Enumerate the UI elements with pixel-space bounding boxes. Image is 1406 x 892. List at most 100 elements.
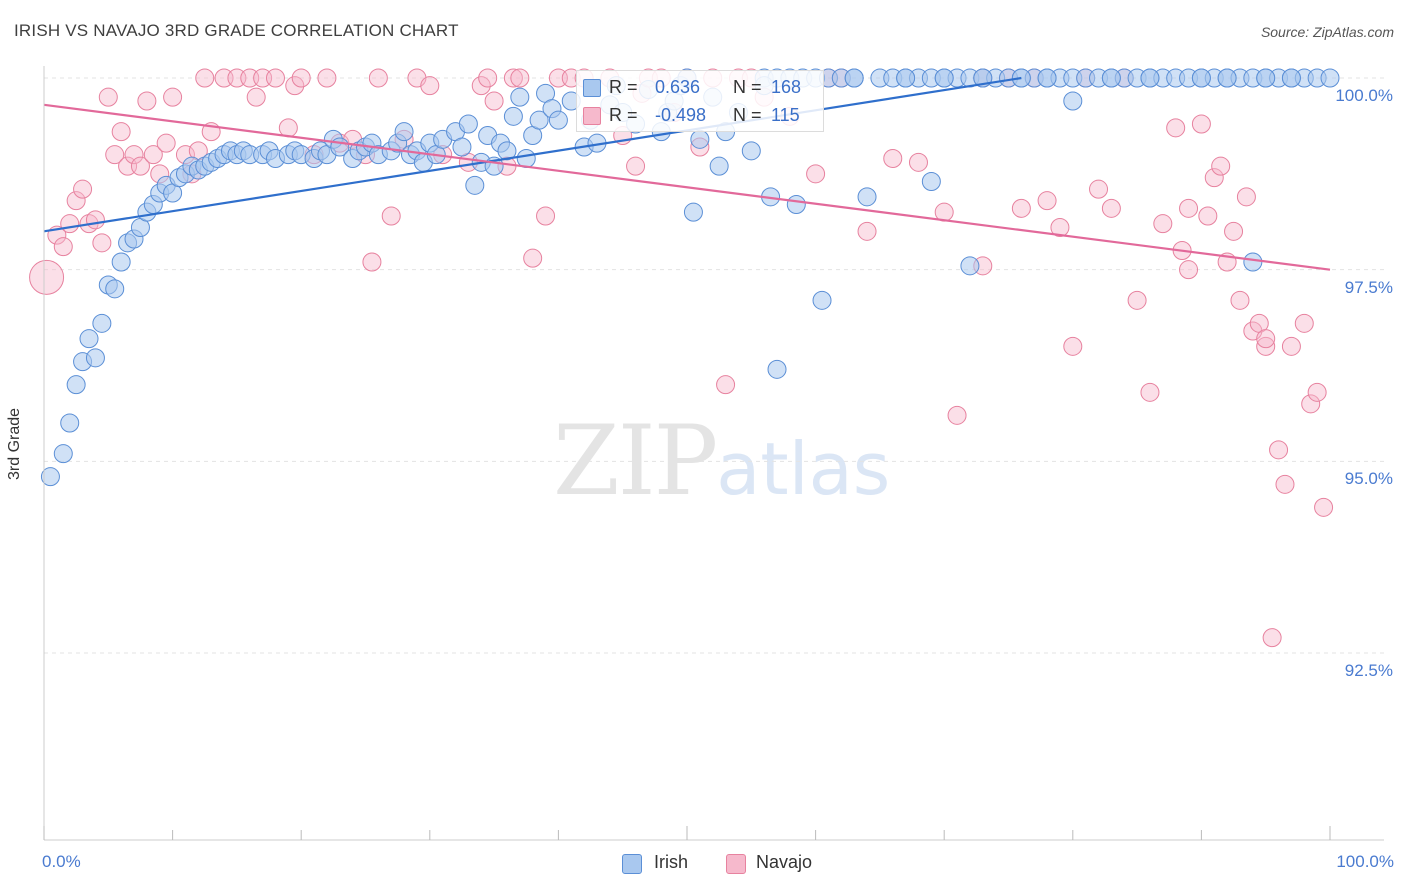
navajo-point — [1301, 394, 1321, 414]
irish-point — [1063, 91, 1083, 111]
navajo-point — [471, 76, 491, 96]
navajo-point — [716, 375, 736, 395]
navajo-point — [163, 87, 183, 107]
irish-point — [786, 195, 806, 214]
navajo-point — [1089, 179, 1109, 199]
navajo-point — [381, 206, 401, 226]
navajo-point — [883, 149, 903, 168]
navajo-point — [503, 68, 523, 88]
irish-point — [105, 279, 125, 299]
navajo-point — [60, 214, 80, 234]
irish-point — [960, 256, 980, 276]
irish-point — [510, 87, 530, 107]
navajo-point — [484, 91, 504, 111]
legend-n-label: N = — [733, 105, 762, 125]
legend-label-navajo: Navajo — [756, 852, 813, 872]
legend-r-value-navajo: -0.498 — [655, 105, 707, 125]
navajo-point — [124, 145, 144, 165]
navajo-point — [66, 191, 86, 211]
navajo-point — [1179, 260, 1199, 280]
navajo-point — [362, 252, 382, 272]
irish-point — [458, 114, 478, 134]
navajo-point — [53, 237, 73, 257]
navajo-point — [510, 68, 530, 88]
irish-point — [92, 313, 112, 333]
irish-point — [465, 175, 485, 195]
irish-point — [741, 141, 761, 161]
irish-point — [896, 68, 916, 88]
navajo-point — [1256, 329, 1276, 349]
source-credit: Source: ZipAtlas.com — [1260, 24, 1394, 40]
irish-point — [394, 122, 414, 142]
navajo-point — [1127, 290, 1147, 310]
navajo-point — [98, 87, 118, 107]
irish-point — [1256, 68, 1276, 88]
navajo-point — [1314, 497, 1334, 517]
legend-r-label: R = — [609, 77, 638, 97]
navajo-point — [523, 248, 543, 268]
navajo-point — [420, 76, 440, 96]
navajo-point — [1230, 290, 1250, 310]
navajo-point — [1262, 628, 1282, 648]
navajo-point — [1275, 474, 1295, 494]
navajo-point — [1153, 214, 1173, 234]
navajo-point — [143, 145, 163, 165]
y-tick-label: 100.0% — [1335, 86, 1393, 105]
y-tick-label: 97.5% — [1344, 277, 1393, 297]
axes — [43, 66, 1384, 841]
navajo-point — [105, 145, 125, 165]
y-axis-label: 3rd Grade — [6, 407, 23, 480]
navajo-point — [1198, 206, 1218, 226]
navajo-point — [317, 68, 337, 88]
watermark-atlas: atlas — [716, 427, 891, 511]
irish-point — [844, 68, 864, 88]
legend-r-label: R = — [609, 105, 638, 125]
irish-point — [683, 202, 703, 222]
navajo-point — [85, 210, 105, 230]
chart-title: IRISH VS NAVAJO 3RD GRADE CORRELATION CH… — [14, 21, 459, 40]
navajo-point — [1211, 156, 1231, 176]
navajo-point — [130, 156, 150, 176]
trend-lines — [43, 76, 1331, 271]
irish-point — [1140, 68, 1160, 88]
navajo-point — [1269, 440, 1289, 460]
navajo-point — [536, 206, 556, 226]
navajo-point — [1063, 336, 1083, 356]
legend-row-irish: R = 0.636 N = 168 — [577, 75, 823, 103]
irish-point — [690, 129, 710, 149]
navajo-trend-line — [43, 103, 1331, 271]
irish-point — [1320, 68, 1340, 88]
irish-point — [812, 290, 832, 310]
irish-point — [66, 375, 86, 395]
navajo-point — [1050, 218, 1070, 237]
irish-point — [709, 156, 729, 176]
navajo-point — [1224, 221, 1244, 241]
irish-point — [548, 110, 568, 130]
navajo-point — [1011, 198, 1031, 218]
navajo-point — [278, 118, 298, 138]
legend-label-irish: Irish — [654, 852, 689, 872]
navajo-point — [137, 91, 157, 111]
irish-point — [85, 348, 105, 368]
navajo-point — [92, 233, 112, 253]
irish-point — [452, 137, 472, 157]
navajo-point — [1204, 168, 1224, 188]
legend-swatch-navajo — [726, 854, 746, 874]
navajo-point — [29, 259, 65, 295]
irish-point — [60, 413, 80, 433]
legend-n-value-irish: 168 — [771, 77, 802, 97]
irish-trend-line — [43, 76, 1022, 233]
y-tick-label: 95.0% — [1344, 469, 1393, 489]
x-tick-label-min: 0.0% — [42, 852, 81, 871]
stats-legend: R = 0.636 N = 168 R = -0.498 N = 115 — [576, 70, 824, 132]
legend-n-label: N = — [733, 77, 762, 97]
irish-point — [529, 110, 549, 130]
navajo-point — [111, 122, 131, 142]
irish-point — [857, 187, 877, 207]
navajo-point — [285, 76, 305, 96]
irish-point — [1243, 252, 1263, 272]
navajo-point — [156, 133, 176, 153]
irish-point — [921, 172, 941, 191]
irish-point — [53, 444, 73, 464]
navajo-point — [1101, 198, 1121, 218]
